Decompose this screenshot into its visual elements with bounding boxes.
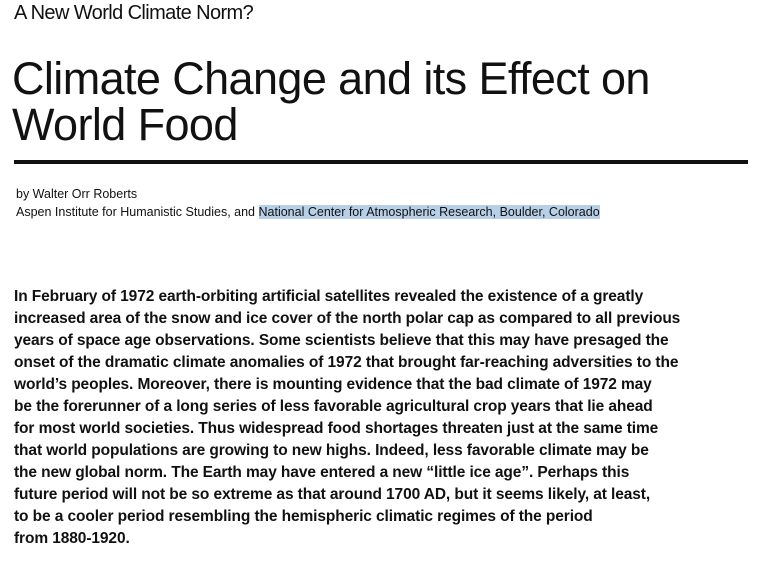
body-line: increased area of the snow and ice cover…	[14, 310, 681, 327]
affiliation-line: Aspen Institute for Humanistic Studies, …	[16, 203, 600, 221]
body-line: be the forerunner of a long series of le…	[14, 398, 653, 415]
body-line: from 1880-1920.	[14, 530, 130, 547]
body-line: world’s peoples. Moreover, there is moun…	[14, 376, 652, 393]
section-kicker: A New World Climate Norm?	[14, 2, 254, 24]
article-title: Climate Change and its Effect on World F…	[12, 56, 752, 148]
body-line: to be a cooler period resembling the hem…	[14, 508, 593, 525]
title-rule	[14, 160, 748, 164]
highlighted-affiliation: National Center for Atmospheric Research…	[258, 205, 600, 219]
body-line: that world populations are growing to ne…	[14, 442, 649, 459]
body-line: onset of the dramatic climate anomalies …	[14, 354, 679, 371]
author-line: by Walter Orr Roberts	[16, 187, 138, 201]
article-title-line-1: Climate Change and its Effect on	[12, 53, 650, 104]
byline: by Walter Orr Roberts Aspen Institute fo…	[16, 185, 600, 221]
article-title-line-2: World Food	[12, 99, 238, 150]
body-line: the new global norm. The Earth may have …	[14, 464, 630, 481]
body-line: In February of 1972 earth-orbiting artif…	[14, 288, 644, 305]
body-line: for most world societies. Thus widesprea…	[14, 420, 659, 437]
affiliation-prefix: Aspen Institute for Humanistic Studies, …	[16, 205, 259, 219]
article-abstract: In February of 1972 earth-orbiting artif…	[14, 286, 754, 550]
body-line: years of space age observations. Some sc…	[14, 332, 669, 349]
body-line: future period will not be so extreme as …	[14, 486, 651, 503]
